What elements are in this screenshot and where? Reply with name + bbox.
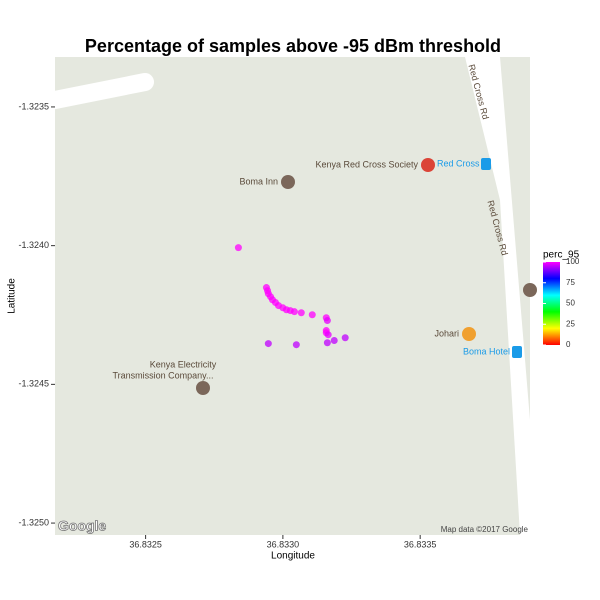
- road: [465, 57, 530, 535]
- point: [290, 308, 298, 316]
- map-label: Red Cross: [437, 158, 480, 168]
- poi-icon: [523, 283, 537, 297]
- poi-icon: [196, 381, 210, 395]
- color-tick-label: 75: [566, 278, 575, 287]
- x-tick-label: 36.8335: [404, 539, 437, 549]
- y-axis-label: Latitude: [7, 278, 18, 314]
- x-tick-label: 36.8330: [267, 539, 300, 549]
- point: [330, 337, 338, 345]
- color-tick-label: 0: [566, 340, 571, 349]
- poi-icon: [462, 327, 476, 341]
- y-tick-label: -1.3235: [18, 101, 49, 111]
- point: [264, 340, 272, 348]
- point: [234, 244, 242, 252]
- map-label: Boma Inn: [239, 176, 278, 186]
- color-tick-label: 100: [566, 257, 580, 266]
- poi-icon: [481, 158, 491, 170]
- poi-icon: [281, 175, 295, 189]
- google-logo: Google: [58, 518, 106, 534]
- poi-icon: [512, 346, 522, 358]
- map-label: Transmission Company...: [112, 370, 213, 380]
- point: [292, 341, 300, 349]
- point: [297, 309, 305, 317]
- map-background: [55, 57, 530, 535]
- point: [323, 339, 331, 347]
- color-bar: [543, 262, 560, 345]
- poi-icon: [421, 158, 435, 172]
- map-label: Johari: [434, 328, 459, 338]
- road: [46, 73, 154, 109]
- chart-title: Percentage of samples above -95 dBm thre…: [85, 36, 501, 56]
- legend-title: perc_95: [543, 250, 580, 261]
- x-axis-label: Longitude: [271, 551, 315, 562]
- color-tick-label: 50: [566, 299, 575, 308]
- x-tick-label: 36.8325: [129, 539, 162, 549]
- point: [323, 317, 331, 325]
- color-tick-label: 25: [566, 319, 575, 328]
- map-label: Kenya Red Cross Society: [315, 159, 418, 169]
- y-tick-label: -1.3250: [18, 517, 49, 527]
- point: [341, 334, 349, 342]
- map-label: Boma Hotel: [463, 346, 510, 356]
- point: [324, 331, 332, 339]
- y-tick-label: -1.3245: [18, 379, 49, 389]
- y-tick-label: -1.3240: [18, 240, 49, 250]
- map-label: Kenya Electricity: [150, 359, 217, 369]
- point: [308, 311, 316, 319]
- map-attribution: Map data ©2017 Google: [441, 525, 529, 534]
